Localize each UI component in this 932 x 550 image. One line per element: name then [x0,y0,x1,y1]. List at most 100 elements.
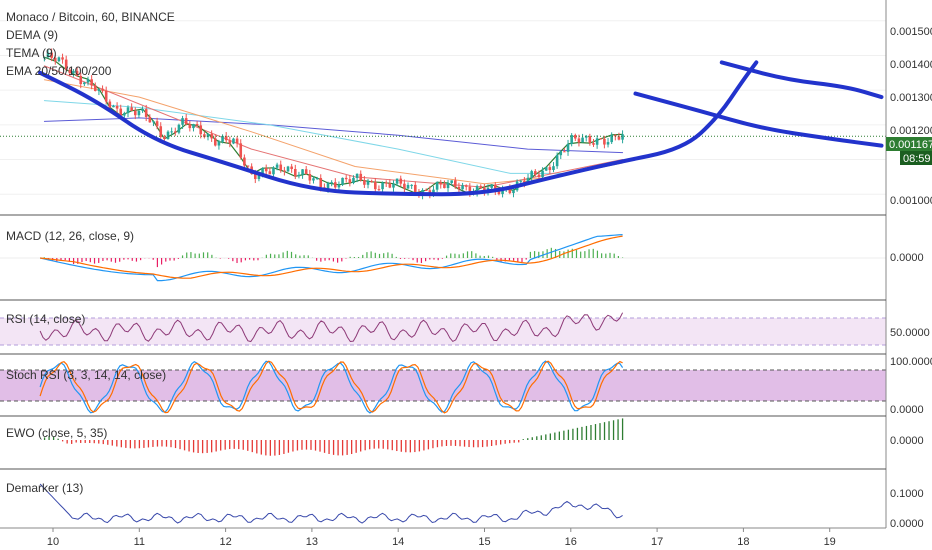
time-tick-11: 11 [134,536,145,548]
candle-body [133,110,137,116]
candle-body [392,183,395,188]
drawn-lines[interactable] [38,60,884,197]
overlay-label-dema: DEMA (9) [6,28,58,42]
demarker-line [39,483,623,524]
time-axis[interactable]: 10 11 12 13 14 15 16 17 18 19 [0,527,886,548]
stoch-d-line [39,360,623,414]
candle-body [46,52,50,58]
time-tick-12: 12 [219,536,231,548]
candle-body [275,164,279,168]
candle-body [563,151,566,153]
stoch-rsi-pane[interactable] [0,360,886,414]
candle-body [144,109,148,117]
candle-body [512,190,515,194]
candle-body [166,131,170,139]
demarker-pane[interactable] [39,483,623,524]
candle-body [192,124,195,129]
macd-pane[interactable] [0,234,886,282]
candle-body [413,184,417,194]
candle-body [64,59,68,70]
candle-body [261,168,264,175]
candle-body [526,177,530,184]
candle-body [384,182,388,184]
candle-body [475,186,479,193]
candle-body [221,135,224,142]
candle-body [570,135,573,144]
candle-body [370,181,373,183]
price-tick-3: 0.001200 [890,125,932,137]
overlay-label-tema: TEMA (9) [6,46,57,60]
candle-body [330,182,333,184]
candle-body [141,109,144,111]
candle-body [530,171,533,178]
price-pane[interactable]: Monaco / Bitcoin, 60, BINANCE DEMA (9) T… [0,10,886,200]
candle-body [148,116,152,123]
candle-body [552,166,555,170]
cup-curve[interactable] [38,60,759,197]
candle-body [577,138,581,143]
candle-body [395,178,399,184]
candle-body [283,170,286,172]
stoch-k-line [39,360,624,414]
candle-body [86,79,90,83]
candle-body [203,134,206,138]
ema-50-line [43,79,624,185]
candle-body [173,131,177,133]
stoch-tick-high: 100.0000 [890,356,932,368]
candle-body [537,174,541,178]
rsi-label: RSI (14, close) [6,312,85,326]
candle-body [177,124,181,133]
candle-body [450,180,453,183]
candle-body [184,118,188,125]
rsi-pane[interactable] [0,312,886,346]
candle-body [541,170,544,178]
candle-body [355,173,359,178]
candle-body [181,118,184,125]
candle-body [617,136,621,140]
candle-body [443,184,446,189]
candle-body [566,143,570,152]
last-price-badge [886,137,932,151]
candle-body [304,169,308,175]
candle-body [326,183,330,190]
candle-body [341,177,344,185]
candle-body [213,138,217,146]
candle-body [108,101,112,108]
candle-body [468,186,472,194]
candle-body [301,169,304,175]
candle-body [101,88,104,91]
candle-body [497,190,501,195]
candle-body [588,136,592,144]
stoch-tick-low: 0.0000 [890,404,924,416]
ewo-pane[interactable] [40,418,624,456]
candle-body [115,105,119,109]
resistance-line[interactable] [633,91,884,148]
candle-body [93,85,97,91]
candle-body [381,182,384,190]
price-axis[interactable]: 0.001500 0.001400 0.001300 0.001200 0.00… [885,0,932,530]
candle-body [432,189,435,195]
candle-body [155,121,159,127]
candle-body [43,57,46,59]
candle-body [457,186,461,190]
candle-body [195,124,199,126]
candle-body [137,110,141,116]
candle-body [479,186,483,188]
time-tick-10: 10 [47,536,59,548]
candle-body [243,157,246,166]
candle-body [210,133,213,139]
candle-body [199,125,203,135]
candle-body [235,138,239,144]
macd-label: MACD (12, 26, close, 9) [6,229,134,243]
candle-body [439,182,443,185]
candle-body [464,185,468,187]
candle-body [352,177,355,184]
candle-body [599,138,603,140]
candle-body [544,167,548,171]
candle-body [228,140,232,144]
upper-line[interactable] [719,60,884,100]
candle-body [581,137,584,143]
price-tick-0: 0.001500 [890,26,932,38]
price-tick-4: 0.001000 [890,195,932,207]
